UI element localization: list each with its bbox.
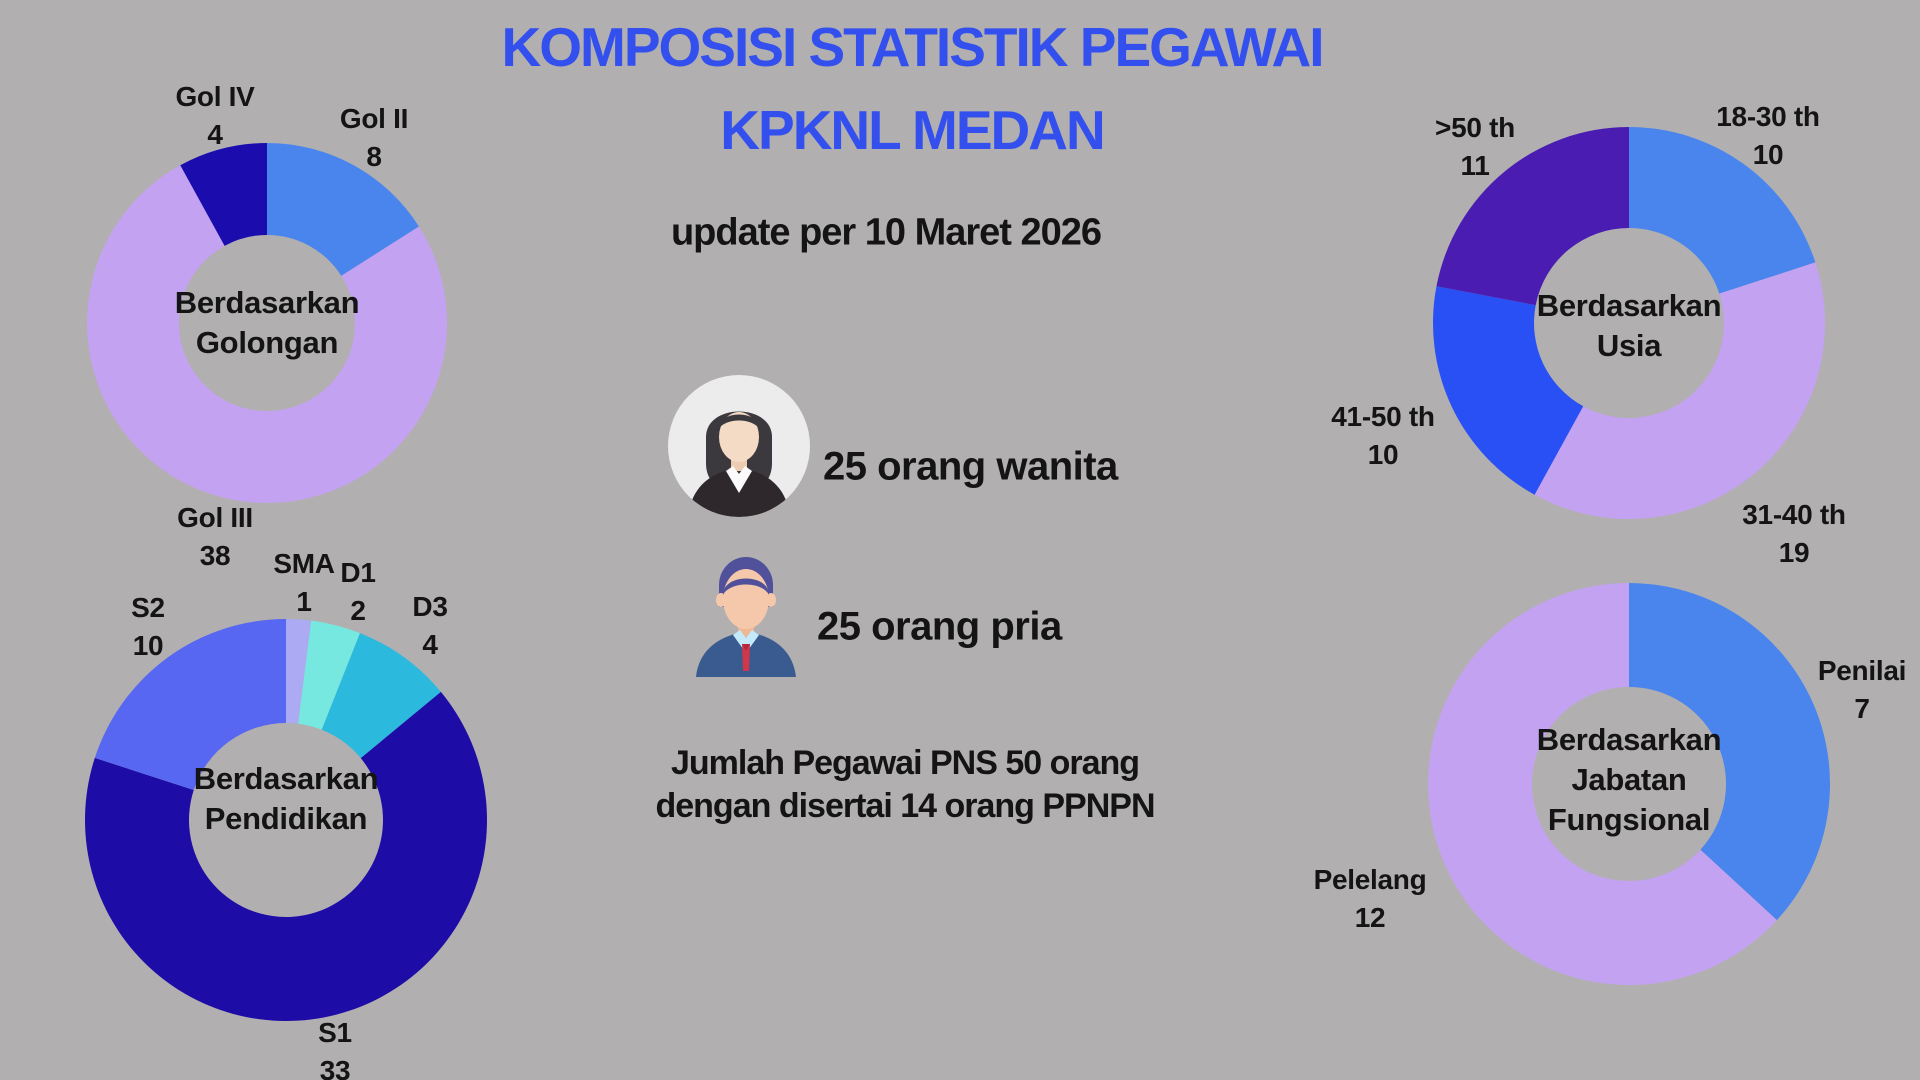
donut-slice-50-th bbox=[1436, 127, 1629, 306]
center-label-line: Usia bbox=[1596, 328, 1662, 363]
slice-label-18-30: 18-30 th 10 bbox=[1716, 98, 1820, 174]
slice-label-name: 18-30 th bbox=[1716, 101, 1820, 132]
center-label-line: Pendidikan bbox=[204, 801, 368, 836]
men-count-text: 25 orang pria bbox=[817, 604, 1062, 649]
slice-label-value: 1 bbox=[296, 586, 312, 617]
donut-slice-penilai bbox=[1629, 583, 1830, 921]
slice-label-value: 4 bbox=[207, 119, 223, 150]
slice-label-d3: D3 4 bbox=[412, 588, 448, 664]
center-label-line: Golongan bbox=[195, 325, 339, 360]
slice-label-over-50: >50 th 11 bbox=[1435, 109, 1515, 185]
slice-label-value: 4 bbox=[422, 629, 438, 660]
slice-label-pelelang: Pelelang 12 bbox=[1314, 861, 1427, 937]
donut-slice-gol-iv bbox=[180, 143, 267, 246]
slice-label-name: D1 bbox=[340, 557, 376, 588]
woman-avatar-icon bbox=[668, 375, 810, 517]
donut-slice-gol-iii bbox=[87, 165, 447, 503]
slice-label-value: 38 bbox=[199, 540, 231, 571]
slice-label-name: D3 bbox=[412, 591, 448, 622]
page-title-line1: KOMPOSISI STATISTIK PEGAWAI bbox=[501, 16, 1325, 78]
donut-slice-s2 bbox=[94, 619, 286, 791]
donut-slice-41-50-th bbox=[1433, 286, 1584, 495]
slice-label-name: >50 th bbox=[1435, 112, 1515, 143]
center-label-line: Jabatan bbox=[1571, 762, 1687, 797]
donut-slice-d3 bbox=[321, 633, 441, 759]
slice-label-value: 8 bbox=[366, 141, 382, 172]
total-employees-line1: Jumlah Pegawai PNS 50 orang bbox=[670, 744, 1140, 782]
slice-label-gol-ii: Gol II 8 bbox=[339, 100, 409, 176]
slice-label-value: 33 bbox=[319, 1055, 351, 1080]
man-avatar-icon bbox=[696, 557, 796, 677]
donut-slice-gol-ii bbox=[267, 143, 419, 276]
donut-chart-pendidikan bbox=[85, 619, 487, 1021]
slice-label-31-40: 31-40 th 19 bbox=[1742, 496, 1846, 572]
slice-label-name: S2 bbox=[131, 592, 165, 623]
slice-label-d1: D1 2 bbox=[340, 554, 376, 630]
center-label-line: Berdasarkan bbox=[174, 285, 360, 320]
center-label-line: Berdasarkan bbox=[1536, 722, 1722, 757]
slice-label-sma: SMA 1 bbox=[273, 545, 335, 621]
slice-label-value: 10 bbox=[1752, 139, 1784, 170]
donut-slice-18-30-th bbox=[1629, 127, 1816, 294]
slice-label-value: 2 bbox=[350, 595, 366, 626]
slice-label-s2: S2 10 bbox=[131, 589, 165, 665]
slice-label-name: 41-50 th bbox=[1331, 401, 1435, 432]
women-count-text: 25 orang wanita bbox=[823, 444, 1118, 489]
center-label-line: Fungsional bbox=[1547, 802, 1711, 837]
slice-label-gol-iv: Gol IV 4 bbox=[175, 78, 254, 154]
donut-slice-d1 bbox=[298, 620, 360, 730]
center-label-line: Berdasarkan bbox=[1536, 288, 1722, 323]
slice-label-value: 10 bbox=[1367, 439, 1399, 470]
donut-slice-sma bbox=[286, 619, 312, 724]
slice-label-name: Gol II bbox=[339, 103, 409, 134]
donut-chart-jabatan-fungsional bbox=[1428, 583, 1830, 985]
donut-slice-31-40-th bbox=[1534, 262, 1825, 519]
donut-slice-s1 bbox=[85, 691, 487, 1021]
center-label-line: Berdasarkan bbox=[193, 761, 379, 796]
donut-chart-golongan bbox=[87, 143, 447, 503]
total-employees-text: Jumlah Pegawai PNS 50 orang dengan diser… bbox=[655, 742, 1155, 828]
slice-label-gol-iii: Gol III 38 bbox=[177, 499, 253, 575]
slice-label-name: Gol III bbox=[177, 502, 253, 533]
total-employees-line2: dengan disertai 14 orang PPNPN bbox=[655, 787, 1155, 825]
chart-center-label-usia: Berdasarkan Usia bbox=[1537, 286, 1722, 366]
slice-label-value: 10 bbox=[132, 630, 164, 661]
slice-label-name: Pelelang bbox=[1313, 864, 1427, 895]
chart-center-label-pendidikan: Berdasarkan Pendidikan bbox=[194, 759, 379, 839]
slice-label-value: 12 bbox=[1354, 902, 1386, 933]
slice-label-name: Gol IV bbox=[175, 81, 255, 112]
slice-label-name: 31-40 th bbox=[1742, 499, 1846, 530]
slice-label-penilai: Penilai 7 bbox=[1818, 652, 1906, 728]
slice-label-name: S1 bbox=[318, 1017, 352, 1048]
slice-label-value: 7 bbox=[1854, 693, 1870, 724]
slice-label-s1: S1 33 bbox=[318, 1014, 352, 1080]
slice-label-41-50: 41-50 th 10 bbox=[1331, 398, 1435, 474]
page-title-line2: KPKNL MEDAN bbox=[720, 99, 1105, 161]
donut-chart-usia bbox=[1433, 127, 1825, 519]
chart-center-label-golongan: Berdasarkan Golongan bbox=[175, 283, 360, 363]
chart-center-label-jabatan: Berdasarkan Jabatan Fungsional bbox=[1537, 720, 1722, 840]
slice-label-name: Penilai bbox=[1817, 655, 1907, 686]
slice-label-value: 19 bbox=[1778, 537, 1810, 568]
donut-slice-pelelang bbox=[1428, 583, 1777, 985]
update-date-text: update per 10 Maret 2026 bbox=[670, 211, 1102, 254]
slice-label-value: 11 bbox=[1460, 150, 1490, 181]
slice-label-name: SMA bbox=[273, 548, 335, 579]
